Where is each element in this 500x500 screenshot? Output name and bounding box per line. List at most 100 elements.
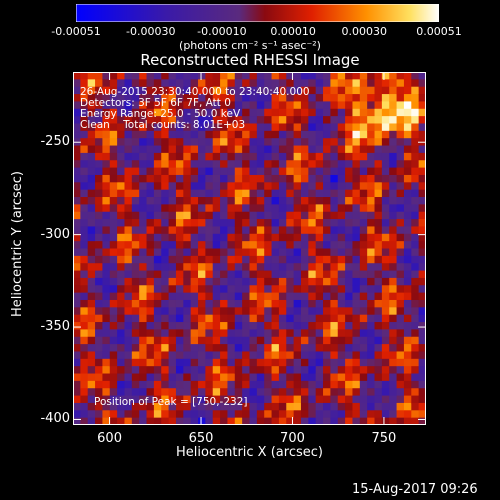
heatmap-cell — [271, 307, 280, 316]
heatmap-cell — [175, 263, 184, 272]
heatmap-cell — [153, 322, 162, 330]
heatmap-cell — [293, 395, 302, 404]
heatmap-cell — [418, 329, 426, 338]
heatmap-cell — [109, 270, 118, 279]
heatmap-cell — [212, 270, 221, 279]
heatmap-cell — [293, 182, 302, 191]
heatmap-cell — [168, 299, 177, 308]
heatmap-cell — [330, 358, 339, 367]
heatmap-cell — [249, 248, 258, 257]
heatmap-cell — [131, 255, 140, 264]
heatmap-cell — [234, 285, 243, 294]
heatmap-cell — [264, 94, 273, 102]
heatmap-cell — [278, 145, 287, 154]
heatmap-cell — [220, 410, 228, 419]
heatmap-cell — [146, 130, 155, 139]
heatmap-cell — [234, 152, 243, 161]
heatmap-cell — [367, 233, 376, 242]
heatmap-cell — [293, 108, 302, 117]
x-tick-label: 600 — [97, 431, 122, 446]
heatmap-cell — [345, 373, 353, 382]
heatmap-cell — [286, 322, 295, 330]
heatmap-cell — [95, 197, 103, 205]
heatmap-cell — [80, 174, 89, 183]
heatmap-cell — [367, 182, 376, 191]
heatmap-cell — [80, 380, 89, 389]
heatmap-cell — [249, 388, 258, 397]
heatmap-cell — [249, 366, 258, 375]
heatmap-cell — [212, 314, 221, 323]
heatmap-cell — [381, 189, 390, 198]
heatmap-cell — [264, 167, 273, 176]
heatmap-cell — [345, 380, 353, 389]
heatmap-cell — [73, 395, 81, 404]
heatmap-cell — [117, 410, 125, 419]
heatmap-cell — [278, 277, 287, 286]
heatmap-cell — [234, 241, 243, 249]
heatmap-cell — [109, 373, 118, 382]
heatmap-cell — [87, 219, 96, 227]
heatmap-cell — [161, 241, 170, 249]
heatmap-cell — [161, 299, 170, 308]
heatmap-cell — [109, 344, 118, 352]
heatmap-cell — [117, 79, 125, 88]
heatmap-cell — [117, 72, 125, 80]
heatmap-cell — [234, 322, 243, 330]
heatmap-cell — [345, 116, 353, 124]
heatmap-cell — [315, 307, 324, 316]
heatmap-cell — [220, 79, 228, 88]
heatmap-cell — [131, 344, 140, 352]
heatmap-cell — [242, 116, 250, 124]
heatmap-cell — [403, 233, 412, 242]
heatmap-cell — [293, 138, 302, 147]
chart-title: Reconstructed RHESSI Image — [140, 51, 360, 69]
heatmap-cell — [153, 395, 162, 404]
heatmap-cell — [242, 307, 250, 316]
heatmap-cell — [242, 152, 250, 161]
heatmap-cell — [95, 358, 103, 367]
heatmap-cell — [146, 101, 155, 110]
heatmap-cell — [389, 351, 398, 360]
heatmap-cell — [315, 123, 324, 132]
heatmap-cell — [264, 344, 273, 352]
heatmap-cell — [315, 241, 324, 249]
heatmap-cell — [330, 197, 339, 205]
heatmap-cell — [396, 263, 405, 272]
heatmap-cell — [168, 388, 177, 397]
heatmap-cell — [418, 380, 426, 389]
heatmap-cell — [389, 86, 398, 95]
heatmap-cell — [264, 322, 273, 330]
heatmap-cell — [109, 395, 118, 404]
heatmap-cell — [131, 270, 140, 279]
heatmap-cell — [308, 241, 317, 249]
heatmap-cell — [95, 152, 103, 161]
heatmap-cell — [175, 130, 184, 139]
heatmap-cell — [315, 299, 324, 308]
heatmap-cell — [95, 329, 103, 338]
heatmap-cell — [278, 138, 287, 147]
heatmap-cell — [264, 241, 273, 249]
heatmap-cell — [330, 211, 339, 220]
heatmap-cell — [367, 86, 376, 95]
heatmap-cell — [264, 373, 273, 382]
heatmap-cell — [234, 182, 243, 191]
heatmap-cell — [308, 322, 317, 330]
heatmap-cell — [109, 329, 118, 338]
heatmap-cell — [286, 263, 295, 272]
heatmap-cell — [73, 344, 81, 352]
heatmap-cell — [139, 417, 148, 425]
heatmap-cell — [256, 358, 265, 367]
heatmap-cell — [168, 336, 177, 345]
heatmap-cell — [153, 138, 162, 147]
heatmap-cell — [271, 292, 280, 301]
heatmap-cell — [411, 167, 420, 176]
heatmap-cell — [403, 329, 412, 338]
heatmap-cell — [234, 138, 243, 147]
heatmap-cell — [205, 174, 214, 183]
heatmap-cell — [249, 197, 258, 205]
heatmap-cell — [124, 94, 133, 102]
footer-date: 15-Aug-2017 09:26 — [352, 482, 478, 497]
heatmap-cell — [249, 101, 258, 110]
heatmap-cell — [300, 336, 309, 345]
heatmap-cell — [117, 86, 125, 95]
